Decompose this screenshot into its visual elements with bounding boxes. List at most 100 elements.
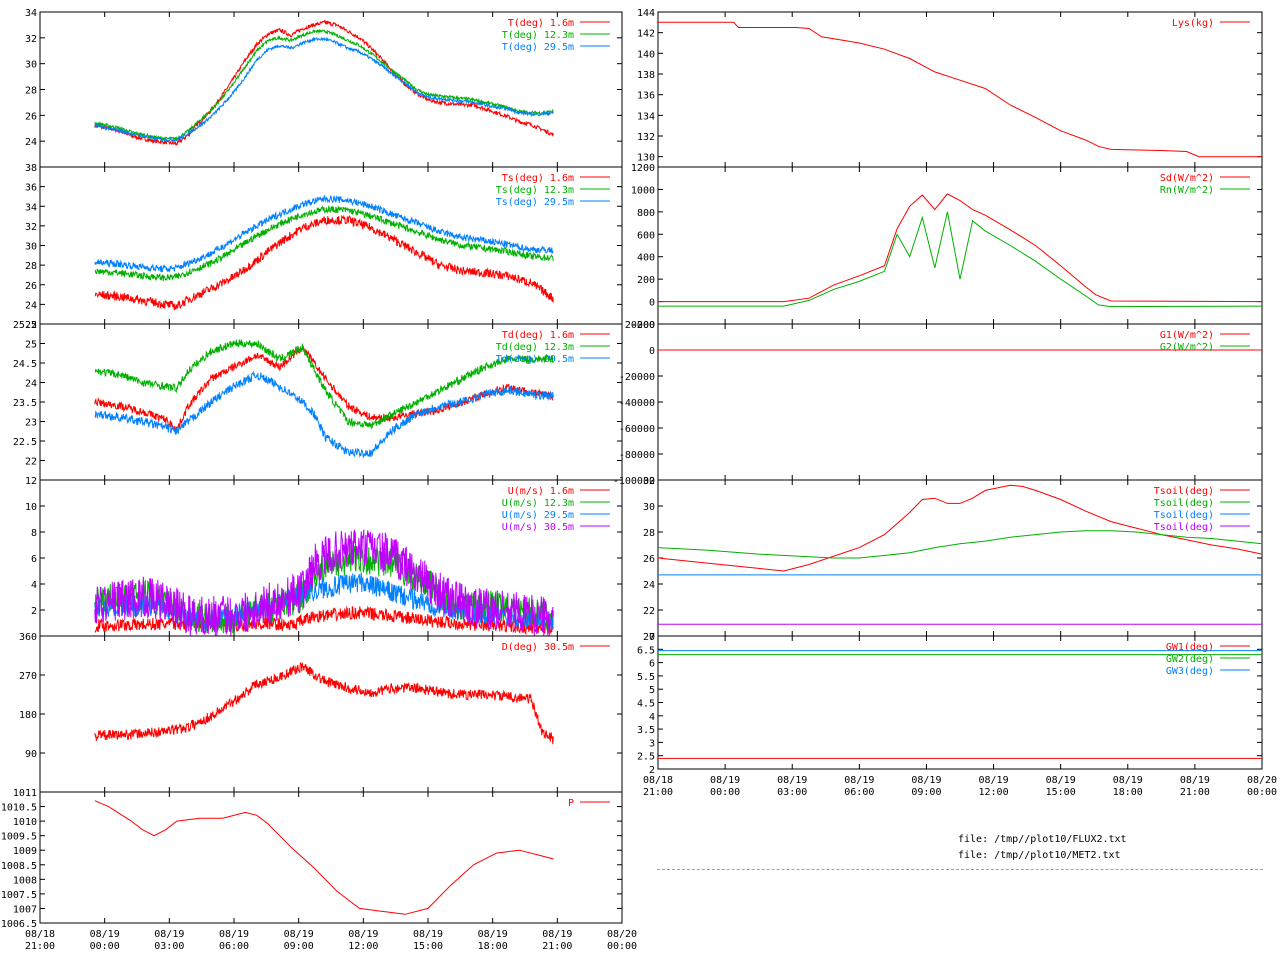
legend-label: Tsoil(deg) <box>1154 522 1214 533</box>
y-tick-label: 1008 <box>13 875 37 886</box>
x-tick-label: 08/18 <box>25 929 55 940</box>
series-line-9-1 <box>657 530 1263 559</box>
x-tick-label: 08/19 <box>413 929 443 940</box>
series-line-1-2 <box>94 195 554 273</box>
x-tick-label: 06:00 <box>844 787 874 798</box>
panel-frame-5 <box>39 791 623 924</box>
y-tick-label: 23 <box>25 418 37 429</box>
x-tick-label: 21:00 <box>643 787 673 798</box>
y-tick-label: 1006.5 <box>1 919 37 930</box>
y-tick-label: 24.5 <box>13 359 37 370</box>
legend-label: D(deg) 30.5m <box>502 642 574 653</box>
y-tick-label: 36 <box>25 183 37 194</box>
y-tick-label: 32 <box>643 476 655 487</box>
legend-label: Td(deg) 12.3m <box>496 342 574 353</box>
y-tick-label: 800 <box>637 208 655 219</box>
legend-label: T(deg) 1.6m <box>508 18 574 29</box>
x-tick-label: 08/19 <box>348 929 378 940</box>
x-tick-label: 03:00 <box>777 787 807 798</box>
y-tick-label: 1007 <box>13 904 37 915</box>
x-tick-label: 08/19 <box>219 929 249 940</box>
y-tick-label: 0 <box>649 298 655 309</box>
legend-label: Lys(kg) <box>1172 18 1214 29</box>
y-tick-label: 20 <box>643 632 655 643</box>
x-tick-label: 00:00 <box>607 941 637 952</box>
legend-label: Td(deg) 1.6m <box>502 330 574 341</box>
y-tick-label: 30 <box>643 502 655 513</box>
y-tick-label: 32 <box>25 34 37 45</box>
x-tick-label: 08/19 <box>1113 775 1143 786</box>
series-line-1-1 <box>94 204 554 282</box>
x-tick-label: 18:00 <box>478 941 508 952</box>
series-line-1-0 <box>94 214 554 311</box>
legend-label: P <box>568 798 574 809</box>
y-tick-label: 6.5 <box>637 645 655 656</box>
series-line-0-0 <box>94 19 554 146</box>
y-tick-label: 28 <box>25 261 37 272</box>
y-tick-label: 90 <box>25 749 37 760</box>
legend-label: Tsoil(deg) <box>1154 510 1214 521</box>
y-tick-label: 270 <box>19 671 37 682</box>
y-tick-label: 25.5 <box>13 320 37 331</box>
y-tick-label: -100000 <box>613 476 655 487</box>
y-tick-label: 30 <box>25 242 37 253</box>
y-tick-label: 134 <box>637 111 655 122</box>
y-tick-label: 24 <box>25 300 37 311</box>
series-line-2-2 <box>94 370 554 459</box>
y-tick-label: 136 <box>637 91 655 102</box>
x-tick-label: 08/19 <box>478 929 508 940</box>
legend-label: GW3(deg) <box>1166 666 1214 677</box>
y-tick-label: 1009 <box>13 846 37 857</box>
y-tick-label: 34 <box>25 202 37 213</box>
y-tick-label: -20000 <box>619 372 655 383</box>
legend-label: U(m/s) 1.6m <box>508 486 574 497</box>
x-tick-label: 08/19 <box>154 929 184 940</box>
y-tick-label: 30 <box>25 60 37 71</box>
x-tick-label: 08/20 <box>1247 775 1277 786</box>
x-tick-label: 08/19 <box>1180 775 1210 786</box>
x-tick-label: 21:00 <box>1180 787 1210 798</box>
legend-label: T(deg) 12.3m <box>502 30 574 41</box>
y-tick-label: 1000 <box>631 185 655 196</box>
y-tick-label: 0 <box>649 346 655 357</box>
y-tick-label: 24 <box>25 137 37 148</box>
y-tick-label: 180 <box>19 710 37 721</box>
y-tick-label: 28 <box>25 86 37 97</box>
y-tick-label: 7 <box>649 632 655 643</box>
series-line-0-2 <box>94 36 554 143</box>
legend-label: Ts(deg) 29.5m <box>496 197 574 208</box>
y-tick-label: 5 <box>649 685 655 696</box>
x-tick-label: 21:00 <box>25 941 55 952</box>
series-line-7-1 <box>658 211 1263 308</box>
y-tick-label: -80000 <box>619 450 655 461</box>
y-tick-label: 28 <box>643 528 655 539</box>
y-tick-label: 1011 <box>13 788 37 799</box>
x-tick-label: 00:00 <box>1247 787 1277 798</box>
legend-label: Ts(deg) 1.6m <box>502 173 574 184</box>
x-tick-label: 09:00 <box>911 787 941 798</box>
y-tick-label: 20000 <box>625 320 655 331</box>
y-tick-label: 22 <box>25 320 37 331</box>
legend-label: U(m/s) 12.3m <box>502 498 574 509</box>
x-tick-label: 08/20 <box>607 929 637 940</box>
y-tick-label: -200 <box>631 320 655 331</box>
y-tick-label: 142 <box>637 29 655 40</box>
y-tick-label: 23.5 <box>13 398 37 409</box>
y-tick-label: 1008.5 <box>1 861 37 872</box>
y-tick-label: 22 <box>25 457 37 468</box>
series-line-5-0 <box>94 800 554 915</box>
x-tick-label: 06:00 <box>219 941 249 952</box>
y-tick-label: 8 <box>31 528 37 539</box>
x-tick-label: 09:00 <box>284 941 314 952</box>
legend-label: T(deg) 29.5m <box>502 42 574 53</box>
y-tick-label: 26 <box>25 111 37 122</box>
x-tick-label: 00:00 <box>90 941 120 952</box>
y-tick-label: -40000 <box>619 398 655 409</box>
y-tick-label: 2 <box>649 765 655 776</box>
y-tick-label: 140 <box>637 49 655 60</box>
y-tick-label: 32 <box>25 222 37 233</box>
y-tick-label: 138 <box>637 70 655 81</box>
y-tick-label: 144 <box>637 8 655 19</box>
legend-label: Sd(W/m^2) <box>1160 173 1214 184</box>
y-tick-label: 10 <box>25 502 37 513</box>
